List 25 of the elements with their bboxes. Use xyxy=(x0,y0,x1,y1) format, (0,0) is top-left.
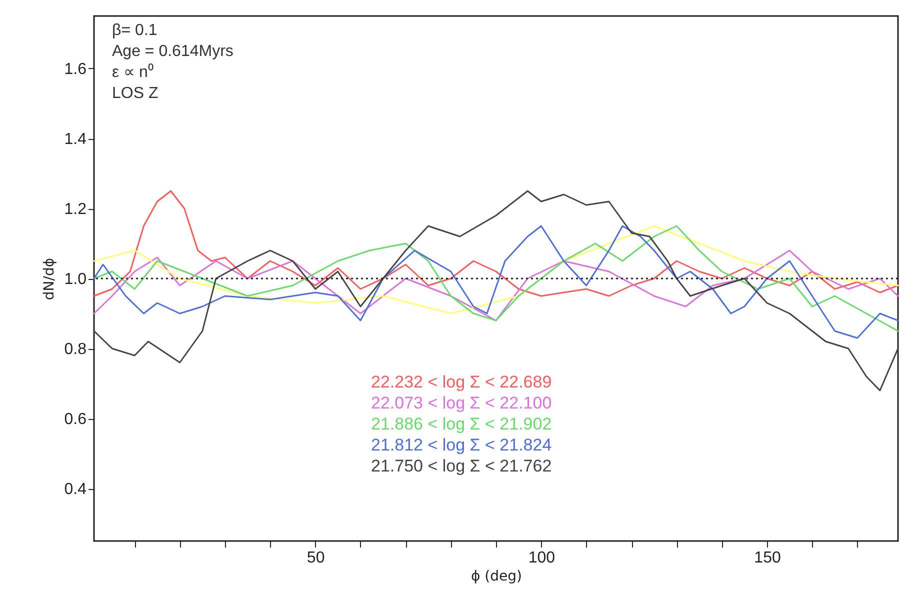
line-series xyxy=(93,190,899,297)
y-tick-label: 1.4 xyxy=(64,131,87,148)
line-series xyxy=(93,250,899,322)
x-tick-label: 100 xyxy=(528,550,556,566)
annotation: β= 0.1 xyxy=(112,22,158,39)
annotation: LOS Z xyxy=(112,85,158,102)
y-tick-label: 1.6 xyxy=(64,61,87,78)
text: 22.073 < log Σ < 22.100 xyxy=(371,394,552,412)
y-tick-label: 1.2 xyxy=(64,201,87,218)
annotation: ε ∝ n⁰ xyxy=(112,63,154,81)
x-tick-label: 150 xyxy=(754,550,781,566)
y-tick-label: 0.4 xyxy=(64,481,87,498)
x-tick-label: 50 xyxy=(306,550,325,566)
y-tick-label: 0.6 xyxy=(64,411,87,428)
line-series xyxy=(93,225,899,314)
y-tick-label: 1.0 xyxy=(64,271,87,288)
text: 21.812 < log Σ < 21.824 xyxy=(371,436,552,454)
text: 22.232 < log Σ < 22.689 xyxy=(371,372,552,392)
y-axis-title: dN/dϕ xyxy=(41,258,58,300)
text: 21.750 < log Σ < 21.762 xyxy=(371,456,552,476)
line-series xyxy=(93,190,899,392)
annotation: Age = 0.614Myrs xyxy=(112,43,234,60)
text: 21.886 < log Σ < 21.902 xyxy=(371,414,552,434)
x-axis-title: ϕ (deg) xyxy=(471,568,522,584)
y-tick-label: 0.8 xyxy=(64,341,87,358)
